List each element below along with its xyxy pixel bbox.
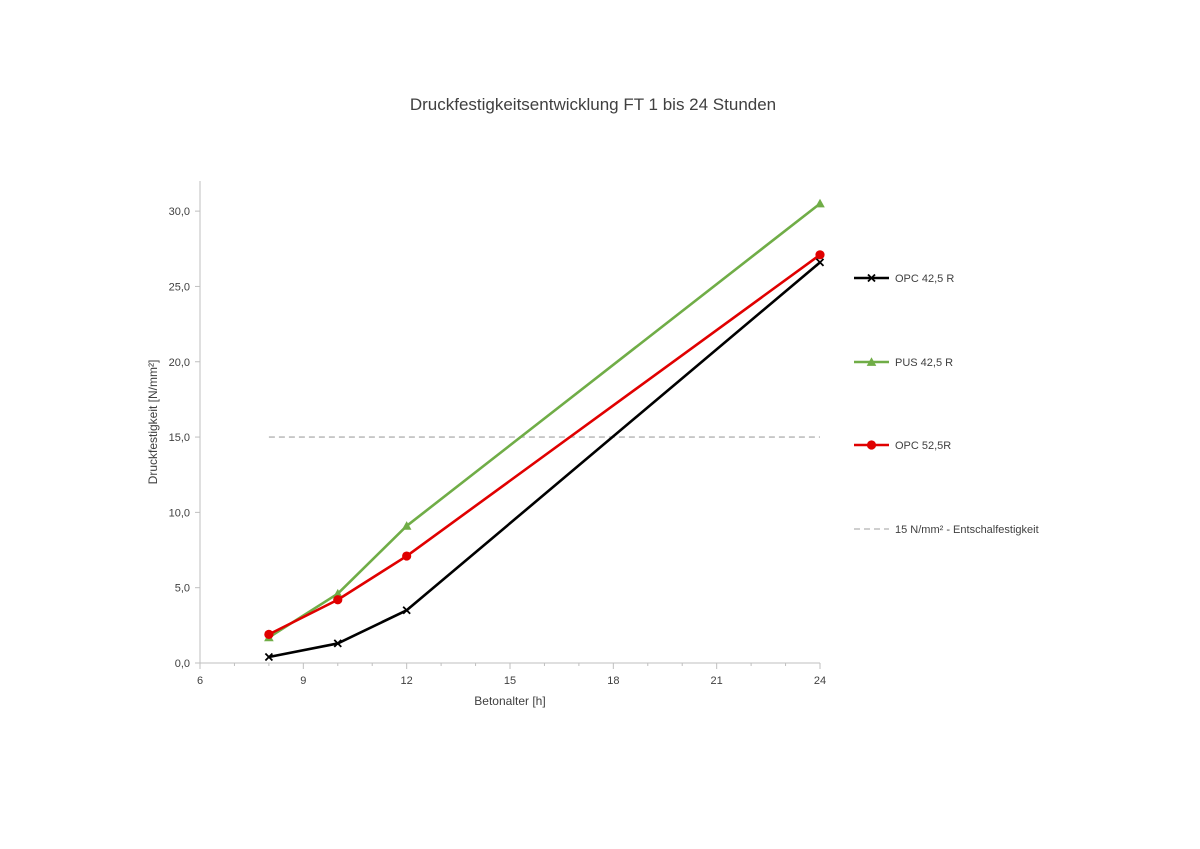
legend-label: PUS 42,5 R	[895, 357, 953, 369]
x-tick-label: 18	[607, 675, 619, 687]
series-2	[264, 250, 825, 639]
x-tick-label: 6	[197, 675, 203, 687]
legend-label: OPC 52,5R	[895, 440, 951, 452]
x-axis-label: Betonalter [h]	[474, 694, 545, 708]
data-point	[264, 652, 274, 662]
data-point	[333, 639, 342, 648]
x-tick-label: 9	[300, 675, 306, 687]
x-tick-label: 24	[814, 675, 826, 687]
legend-label: 15 N/mm² - Entschalfestigkeit	[895, 524, 1039, 536]
x-tick-label: 21	[711, 675, 723, 687]
data-point	[264, 629, 274, 639]
y-tick-label: 30,0	[169, 206, 190, 218]
data-point	[401, 521, 412, 530]
axes: 0,0 5,0 10,0 15,0 20,0 25,0 30,0 6 9 12 15 18 21 24	[169, 181, 826, 687]
y-tick-label: 10,0	[169, 507, 190, 519]
series-line	[267, 261, 822, 659]
data-point	[815, 198, 825, 208]
legend-marker	[866, 440, 877, 450]
x-tick-label: 15	[504, 675, 516, 687]
legend: OPC 42,5 R PUS 42,5 R OPC 52,5R 15 N/mm² - …	[854, 273, 1039, 536]
y-tick-label: 5,0	[175, 583, 190, 595]
chart-title: Druckfestigkeitsentwicklung FT 1 bis 24 …	[410, 95, 776, 114]
y-tick-label: 20,0	[169, 357, 190, 369]
plot-area	[264, 198, 825, 662]
data-point	[402, 551, 412, 561]
y-axis-label: Druckfestigkeit [N/mm²]	[146, 360, 160, 485]
y-tick-label: 0,0	[175, 658, 190, 670]
data-point	[815, 258, 825, 267]
legend-marker	[867, 273, 876, 283]
data-point	[333, 595, 343, 605]
legend-marker	[866, 357, 877, 366]
y-tick-label: 25,0	[169, 281, 190, 293]
series-line	[267, 202, 822, 639]
legend-item: OPC 52,5R	[854, 440, 951, 452]
series-line	[267, 253, 822, 636]
series-0	[264, 258, 825, 662]
series-1	[264, 198, 825, 642]
legend-label: OPC 42,5 R	[895, 273, 954, 285]
legend-item: 15 N/mm² - Entschalfestigkeit	[854, 524, 1039, 536]
legend-item: OPC 42,5 R	[854, 273, 954, 285]
y-tick-label: 15,0	[169, 432, 190, 444]
legend-item: PUS 42,5 R	[854, 357, 953, 369]
data-point	[815, 250, 825, 260]
data-point	[332, 588, 343, 598]
data-point	[402, 606, 411, 615]
x-tick-label: 12	[401, 675, 413, 687]
